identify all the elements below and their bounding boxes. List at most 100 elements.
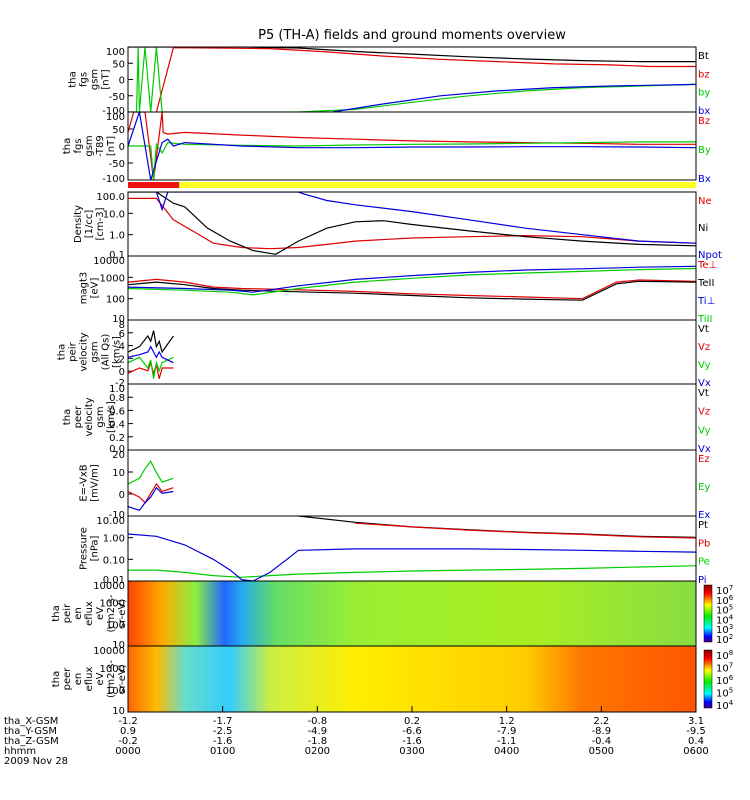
legend-entry: Te⊥ (697, 260, 717, 271)
series-efield-1 (128, 460, 174, 485)
y-tick-label: 1000 (100, 599, 125, 610)
y-tick-label: 100 (106, 47, 125, 58)
legend-entry: Bz (698, 116, 710, 127)
legend-entry: Vy (698, 425, 711, 436)
x-tick-label: 0500 (589, 746, 614, 757)
legend-entry: Vx (698, 444, 711, 455)
y-tick-label: 0.2 (109, 433, 125, 444)
y-tick-label: 0 (119, 490, 125, 501)
x-tick-label: 0100 (210, 746, 235, 757)
y-axis-label: thapeirvelocitygsm(All Qs)[km/s] (57, 332, 123, 371)
y-tick-label: 2 (119, 354, 125, 365)
legend-entry: By (698, 145, 711, 156)
series-efield-2 (128, 486, 174, 512)
series-efield-0 (128, 482, 174, 504)
legend-entry: by (698, 88, 710, 99)
legend-entry: Ex (698, 510, 710, 521)
legend-entry: Pt (698, 520, 708, 531)
colorbar-tick-label: 104 (716, 699, 734, 712)
y-axis-label: Pressure[nPa] (79, 527, 101, 570)
series-pressure-1 (355, 522, 696, 539)
y-tick-label: 1.0 (109, 384, 125, 395)
legend-entry: Ne (698, 196, 712, 207)
y-tick-label: 50 (112, 125, 125, 136)
y-tick-label: 6 (119, 329, 125, 340)
x-tick-label: -0.8 (308, 716, 328, 727)
series-fgs-1 (155, 47, 696, 112)
legend-entry: Npot (698, 250, 722, 261)
y-tick-label: 10.00 (96, 516, 125, 527)
colorbar-tick-label: 102 (716, 633, 733, 646)
colorbar-tick-label: 106 (716, 674, 734, 687)
y-axis-label: thapeerenefluxeV(cm2-s-sr-eV) (51, 660, 128, 698)
x-tick-label: -1.7 (213, 716, 233, 727)
y-tick-label: 20 (112, 450, 125, 461)
y-tick-label: -10 (109, 510, 125, 521)
colorbar-tick-label: 108 (716, 649, 733, 662)
y-tick-label: 1000 (100, 664, 125, 675)
legend-entry: bx (698, 106, 710, 117)
y-tick-label: 0.1 (109, 250, 125, 261)
mode-bar-red (128, 182, 180, 188)
legend-entry: Ey (698, 482, 710, 493)
y-tick-label: 0.8 (109, 393, 125, 404)
plot-title: P5 (TH-A) fields and ground moments over… (258, 28, 566, 43)
y-tick-label: -100 (102, 106, 125, 117)
panel-electron-velocity: thapeervelocitygsm[km/s] 1.00.8 0.6 0.4 0.20… (62, 383, 711, 455)
colorbar (703, 649, 713, 709)
y-tick-label: 0.4 (109, 420, 125, 431)
y-tick-label: 100 (106, 620, 125, 631)
y-axis-label: Density[1/cc][cm-3] (73, 205, 106, 243)
x-tick-label: -1.2 (118, 716, 138, 727)
panel-frame (127, 319, 697, 385)
legend-entry: TiII (697, 314, 712, 325)
legend-entry: bz (698, 69, 710, 80)
legend-entry: Vz (698, 342, 710, 353)
y-tick-label: 1.00 (103, 534, 125, 545)
y-tick-label: 10.0 (103, 209, 125, 220)
colorbar-tick-label: 107 (716, 662, 733, 675)
x-tick-label: 0000 (115, 746, 140, 757)
x-tick-label: 0300 (399, 746, 424, 757)
x-tick-label: -0.4 (592, 736, 612, 747)
x-tick-label: -1.6 (213, 736, 233, 747)
x-row-label: tha_Z-GSM (4, 736, 59, 747)
y-tick-label: 100 (106, 295, 125, 306)
legend-entry: Vy (698, 360, 711, 371)
series-pressure-3 (128, 533, 696, 581)
x-row-label: tha_X-GSM (4, 716, 58, 727)
y-tick-label: 1.0 (109, 231, 125, 242)
y-tick-label: 100 (106, 112, 125, 123)
legend-entry: Pi (698, 575, 707, 586)
x-axis: -1.20.9-0.20000-1.7-2.5-1.60100-0.8-4.9-… (4, 706, 709, 767)
panel-frame (127, 111, 697, 181)
y-tick-label: 50 (112, 59, 125, 70)
y-axis-label: thafgsgsm[nT] (68, 69, 112, 90)
series-fgs-3 (332, 83, 696, 112)
x-tick-label: 0.4 (688, 736, 704, 747)
y-tick-label: 0 (119, 142, 125, 153)
x-tick-label: -1.1 (497, 736, 517, 747)
y-axis-label: E=-VxB[mV/m] (79, 464, 101, 502)
legend-entry: Bx (698, 174, 711, 185)
legend-entry: Ti⊥ (697, 296, 715, 307)
y-tick-label: 10 (112, 706, 125, 717)
series-ion-velocity-2 (128, 356, 174, 379)
y-axis-label: thafgsgsm-T89[nT] (62, 135, 117, 157)
x-tick-label: -7.9 (497, 726, 517, 737)
y-tick-label: 10 (112, 314, 125, 325)
y-axis-label: thapeirenefluxeV(cm2-s-sr-eV) (51, 594, 128, 632)
series-temperature-3 (128, 267, 696, 296)
x-tick-label: 0400 (494, 746, 519, 757)
series-fgs-2 (128, 47, 696, 112)
x-tick-label: 0600 (683, 746, 708, 757)
y-tick-label: 10 (112, 468, 125, 479)
series-density-2 (155, 192, 696, 244)
y-tick-label: 0 (119, 367, 125, 378)
y-tick-label: 10000 (93, 256, 125, 267)
x-tick-label: -2.5 (213, 726, 233, 737)
colorbar-tick-label: 107 (716, 584, 733, 597)
